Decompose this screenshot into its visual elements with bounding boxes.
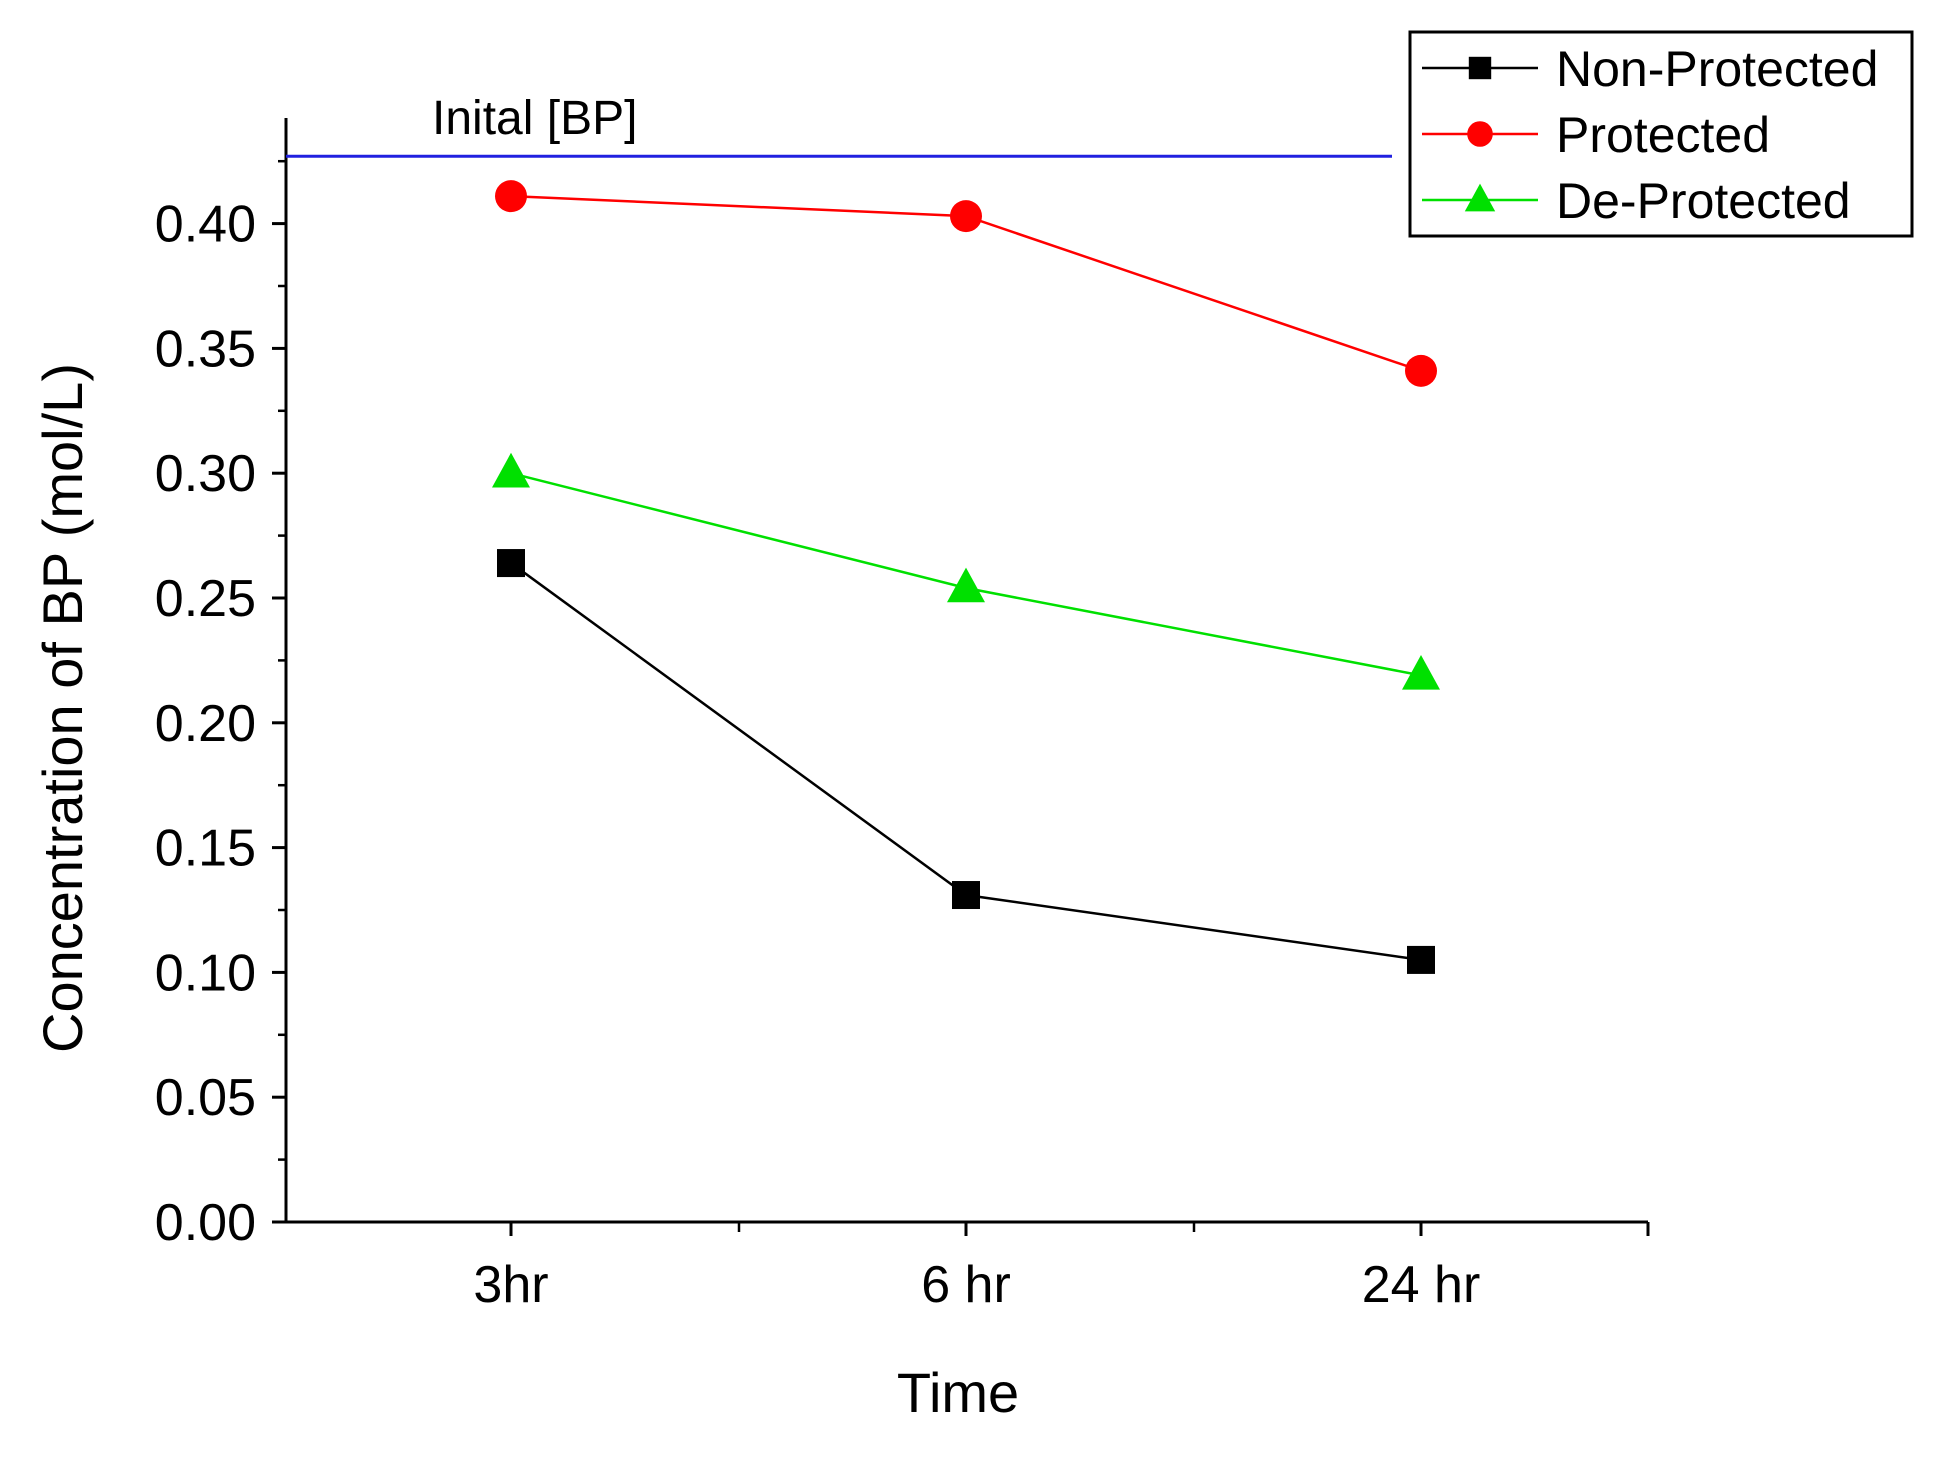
y-tick-label: 0.05 [155,1069,256,1127]
y-tick-label: 0.20 [155,695,256,753]
data-point-de-protected [1402,654,1440,690]
x-tick-label: 3hr [473,1256,548,1314]
data-point-protected [495,180,527,213]
y-tick-label: 0.40 [155,196,256,254]
data-point-non-protected [1407,945,1435,974]
data-point-de-protected [492,452,530,488]
legend-marker-non-protected [1468,56,1492,80]
series-protected [495,180,1437,387]
y-axis-title: Concentration of BP (mol/L) [31,363,94,1053]
x-tick-label: 6 hr [921,1256,1011,1314]
series-de-protected [492,452,1440,690]
data-point-non-protected [497,549,525,578]
y-tick-label: 0.25 [155,570,256,628]
y-tick-label: 0.30 [155,445,256,503]
x-tick-label: 24 hr [1362,1256,1481,1314]
reference-line-group: Inital [BP] [286,92,1392,158]
data-point-non-protected [952,881,980,910]
data-point-protected [1405,354,1437,387]
y-tick-label: 0.00 [155,1194,256,1252]
series-group [492,180,1440,974]
legend-label-de-protected: De-Protected [1556,173,1851,229]
legend-marker-de-protected [1464,183,1496,212]
x-axis-title: Time [897,1361,1019,1424]
data-point-protected [950,200,982,233]
y-tick-label: 0.35 [155,320,256,378]
series-non-protected [497,549,1435,974]
axes: 0.00 0.05 0.10 0.15 0.20 0.25 0.30 0.35 0.40 3hr 6… [155,118,1650,1314]
initial-bp-label: Inital [BP] [432,92,637,145]
y-tick-label: 0.10 [155,944,256,1002]
legend-label-protected: Protected [1556,107,1770,163]
legend-marker-protected [1467,121,1493,147]
legend-label-non-protected: Non-Protected [1556,41,1878,97]
legend: Non-Protected Protected De-Protected [1408,30,1914,238]
data-point-de-protected [947,567,985,603]
y-tick-label: 0.15 [155,820,256,878]
